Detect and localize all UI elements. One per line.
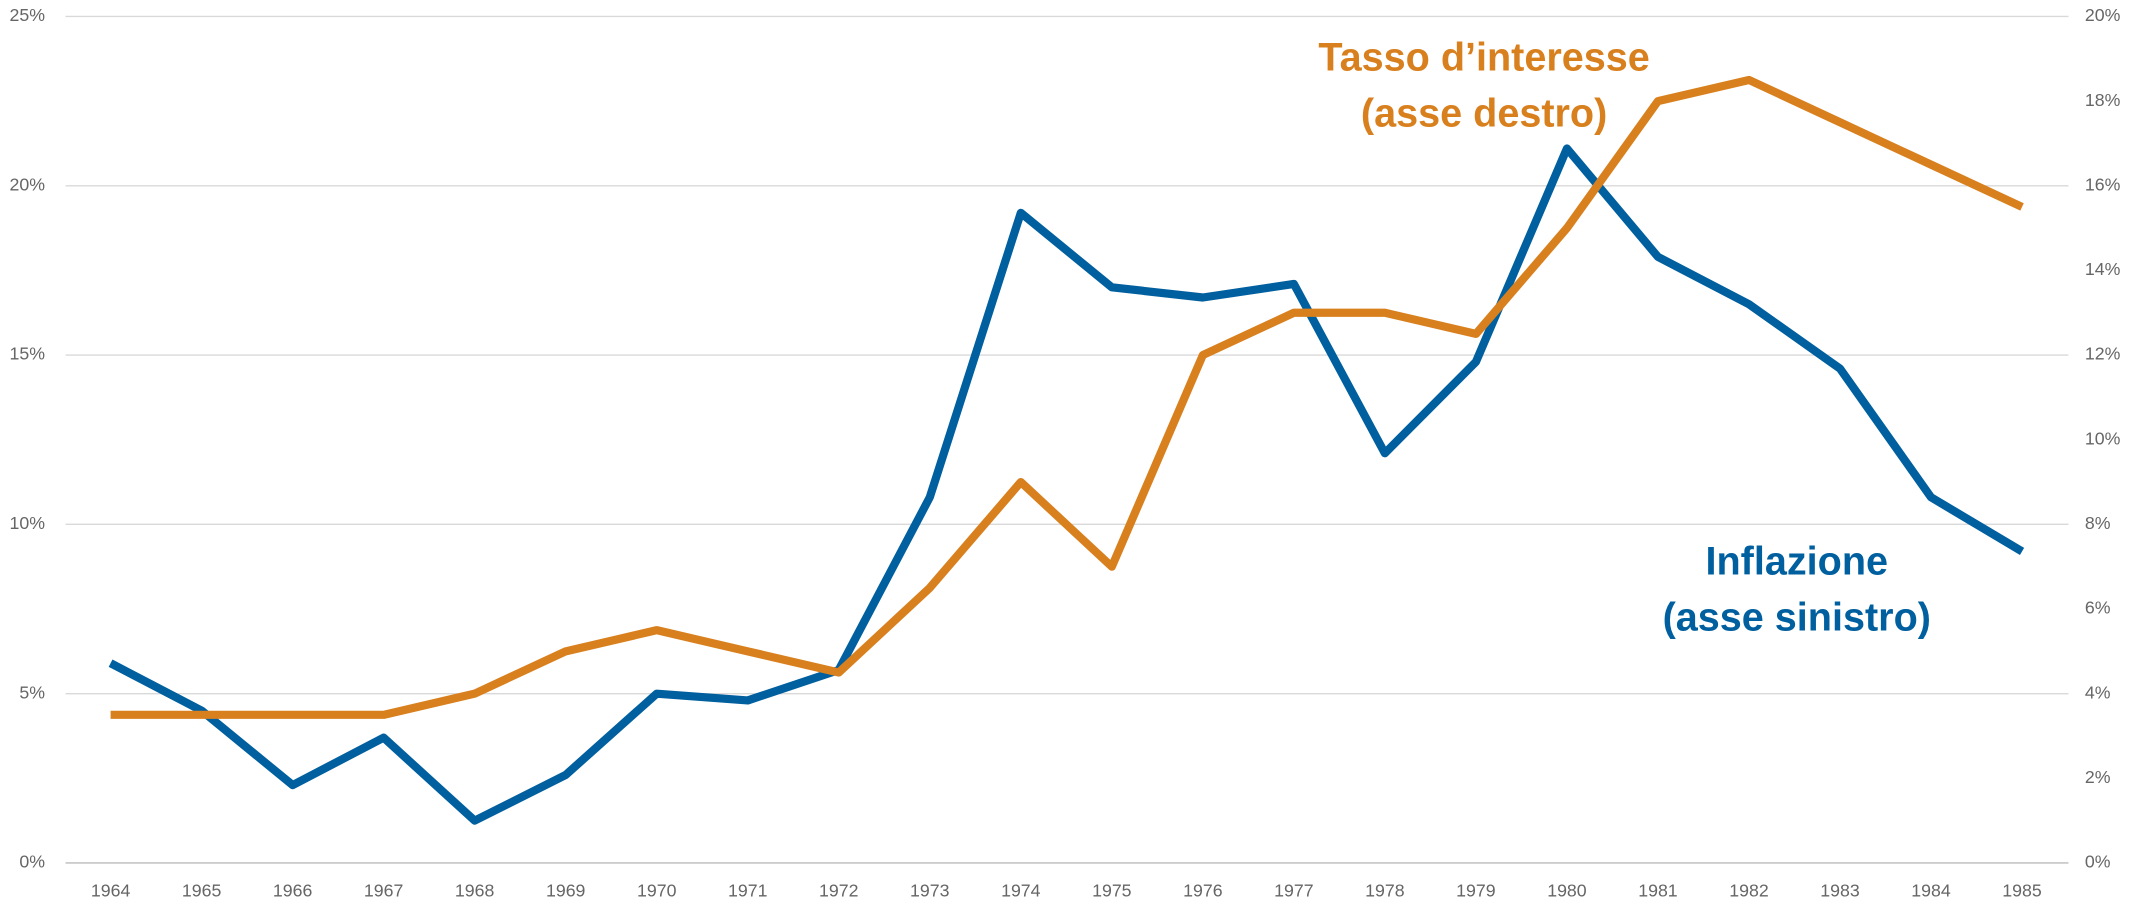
x-tick-label: 1965 xyxy=(182,880,222,900)
x-tick-label: 1969 xyxy=(546,880,586,900)
x-tick-label: 1983 xyxy=(1820,880,1860,900)
y2-tick-label: 12% xyxy=(2085,344,2121,364)
y2-tick-label: 10% xyxy=(2085,428,2121,448)
y-tick-label: 25% xyxy=(10,5,46,25)
y2-tick-label: 0% xyxy=(2085,852,2111,872)
y2-tick-label: 4% xyxy=(2085,682,2111,702)
y2-tick-label: 8% xyxy=(2085,513,2111,533)
x-tick-label: 1964 xyxy=(91,880,131,900)
y-tick-label: 20% xyxy=(10,174,46,194)
x-tick-label: 1979 xyxy=(1456,880,1496,900)
x-tick-label: 1971 xyxy=(728,880,767,900)
x-tick-label: 1980 xyxy=(1547,880,1587,900)
y2-tick-label: 14% xyxy=(2085,259,2121,279)
x-tick-label: 1981 xyxy=(1638,880,1677,900)
annotation: (asse destro) xyxy=(1361,92,1607,136)
line-series xyxy=(110,75,2024,719)
y2-tick-label: 6% xyxy=(2085,598,2111,618)
y2-tick-label: 20% xyxy=(2085,5,2121,25)
annotation: Inflazione xyxy=(1706,539,1889,583)
y-tick-label: 15% xyxy=(10,344,46,364)
y-tick-label: 0% xyxy=(19,852,45,872)
x-tick-label: 1967 xyxy=(364,880,403,900)
x-tick-label: 1973 xyxy=(910,880,950,900)
x-tick-label: 1975 xyxy=(1092,880,1132,900)
x-tick-label: 1977 xyxy=(1274,880,1313,900)
x-tick-label: 1976 xyxy=(1183,880,1223,900)
x-tick-label: 1978 xyxy=(1365,880,1405,900)
y-tick-label: 5% xyxy=(19,682,45,702)
y2-tick-label: 16% xyxy=(2085,174,2121,194)
x-tick-label: 1982 xyxy=(1729,880,1768,900)
x-tick-label: 1968 xyxy=(455,880,495,900)
x-tick-label: 1972 xyxy=(819,880,858,900)
y2-tick-label: 2% xyxy=(2085,767,2111,787)
x-tick-label: 1974 xyxy=(1001,880,1041,900)
y2-tick-label: 18% xyxy=(2085,90,2121,110)
line-series xyxy=(108,144,2025,825)
x-tick-label: 1985 xyxy=(2002,880,2042,900)
x-tick-label: 1984 xyxy=(1911,880,1951,900)
x-tick-label: 1966 xyxy=(273,880,313,900)
y-tick-label: 10% xyxy=(10,513,46,533)
annotation: Tasso d’interesse xyxy=(1318,36,1649,80)
x-tick-label: 1970 xyxy=(637,880,677,900)
annotation: (asse sinistro) xyxy=(1663,595,1931,639)
